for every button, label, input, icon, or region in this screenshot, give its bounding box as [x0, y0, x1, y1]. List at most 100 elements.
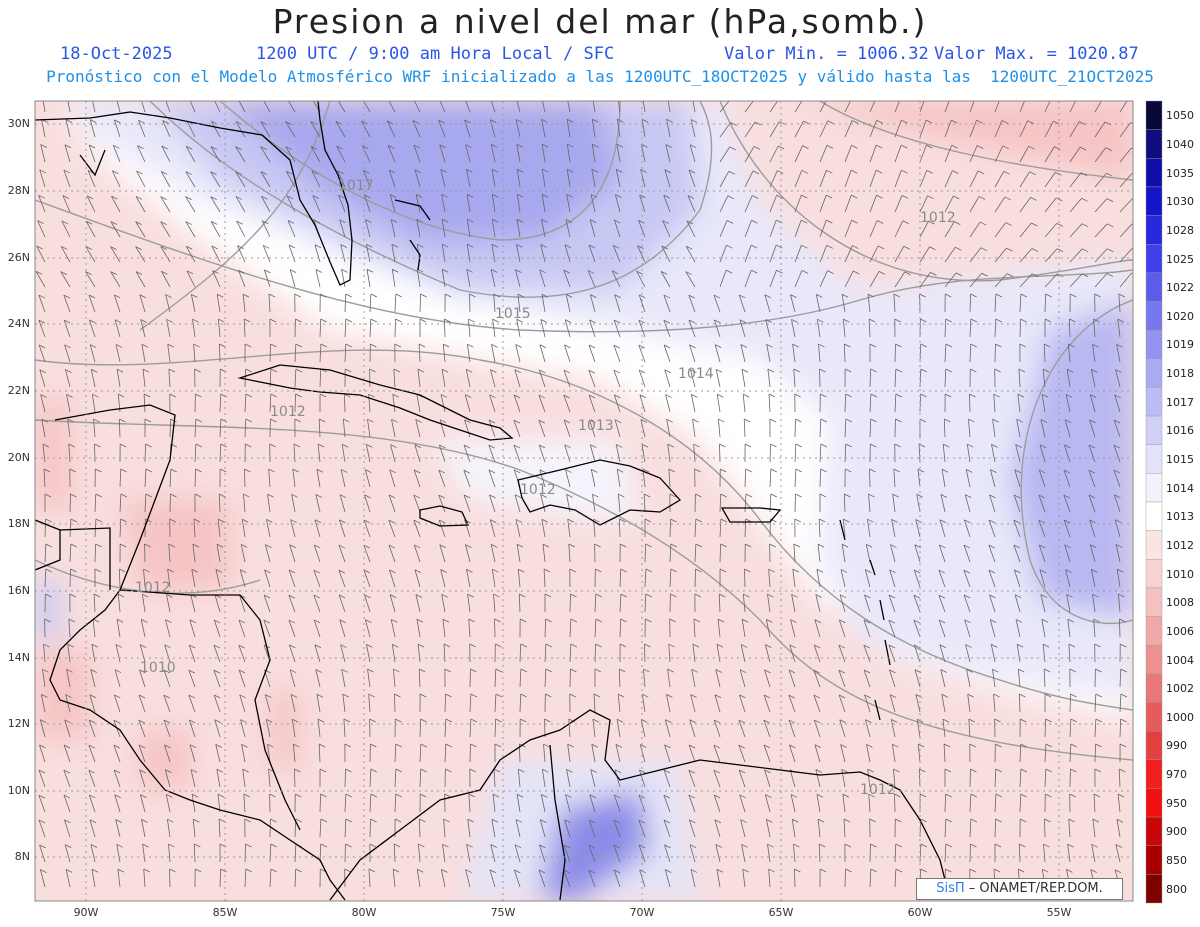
colorbar-label: 1016: [1166, 424, 1194, 438]
colorbar-label: 1050: [1166, 109, 1194, 123]
colorbar-swatch: [1145, 158, 1163, 188]
contour-label: 1015: [495, 306, 531, 322]
colorbar-swatch: [1145, 501, 1163, 531]
colorbar-label: 1018: [1166, 367, 1194, 381]
colorbar-label: 1040: [1166, 137, 1194, 151]
colorbar-swatch: [1145, 616, 1163, 646]
contour-label: 1012: [920, 210, 956, 226]
map-title: Presion a nivel del mar (hPa,somb.): [272, 2, 928, 41]
colorbar-label: 1010: [1166, 567, 1194, 581]
lon-label: 70W: [629, 906, 655, 919]
colorbar-label: 1012: [1166, 538, 1194, 552]
colorbar-swatch: [1145, 186, 1163, 216]
colorbar-label: 970: [1166, 768, 1187, 782]
coastlines: [35, 101, 951, 901]
colorbar-swatch: [1145, 730, 1163, 760]
colorbar-label: 1015: [1166, 453, 1194, 467]
forecast-description: Pronóstico con el Modelo Atmosférico WRF…: [46, 67, 1154, 86]
contour-label: 1014: [678, 366, 714, 382]
colorbar-label: 1004: [1166, 653, 1194, 667]
colorbar-swatch: [1145, 702, 1163, 732]
lon-label: 85W: [212, 906, 238, 919]
colorbar-swatch: [1145, 530, 1163, 560]
time-label: 1200 UTC / 9:00 am Hora Local / SFC: [256, 44, 615, 64]
colorbar-label: 1002: [1166, 682, 1194, 696]
contour-label: 1012: [520, 482, 556, 498]
colorbar-swatch: [1145, 129, 1163, 159]
lon-label: 75W: [490, 906, 516, 919]
colorbar-swatch: [1145, 100, 1163, 130]
colorbar-swatch: [1145, 329, 1163, 359]
colorbar-label: 1000: [1166, 710, 1194, 724]
sispi-logo: SisΠ: [936, 881, 965, 896]
lat-label: 22N: [7, 384, 30, 397]
colorbar-swatch: [1145, 473, 1163, 503]
colorbar-swatch: [1145, 358, 1163, 388]
wind-barbs: [35, 101, 1133, 888]
colorbar-label: 990: [1166, 739, 1187, 753]
date-label: 18-Oct-2025: [60, 44, 173, 64]
map-area: [35, 101, 1133, 901]
contour-label: 1017: [338, 178, 374, 194]
colorbar-label: 950: [1166, 796, 1187, 810]
graticule: [35, 101, 1133, 901]
contour-label: 1012: [270, 404, 306, 420]
lon-label: 65W: [768, 906, 794, 919]
colorbar-swatch: [1145, 444, 1163, 474]
lat-label: 8N: [14, 850, 30, 863]
colorbar: [1145, 100, 1163, 904]
credit-box: SisΠ – ONAMET/REP.DOM.: [916, 878, 1123, 900]
lon-label: 60W: [907, 906, 933, 919]
lat-label: 10N: [7, 784, 30, 797]
colorbar-swatch: [1145, 874, 1163, 904]
colorbar-swatch: [1145, 559, 1163, 589]
colorbar-label: 1030: [1166, 195, 1194, 209]
colorbar-swatch: [1145, 272, 1163, 302]
colorbar-label: 900: [1166, 825, 1187, 839]
lon-label: 55W: [1046, 906, 1072, 919]
colorbar-swatch: [1145, 301, 1163, 331]
lat-label: 14N: [7, 651, 30, 664]
map-frame: [34, 100, 1134, 902]
colorbar-swatch: [1145, 788, 1163, 818]
lat-label: 30N: [7, 117, 30, 130]
max-value-label: Valor Max. = 1020.87: [934, 44, 1139, 64]
lat-label: 26N: [7, 251, 30, 264]
colorbar-label: 1019: [1166, 338, 1194, 352]
colorbar-swatch: [1145, 587, 1163, 617]
colorbar-label: 1006: [1166, 624, 1194, 638]
colorbar-label: 1035: [1166, 166, 1194, 180]
colorbar-swatch: [1145, 244, 1163, 274]
colorbar-swatch: [1145, 645, 1163, 675]
lat-label: 24N: [7, 317, 30, 330]
lon-label: 90W: [73, 906, 99, 919]
colorbar-swatch: [1145, 215, 1163, 245]
colorbar-label: 1017: [1166, 395, 1194, 409]
colorbar-swatch: [1145, 816, 1163, 846]
contour-label: 1012: [135, 580, 171, 596]
contour-label: 1010: [140, 660, 176, 676]
colorbar-label: 1028: [1166, 223, 1194, 237]
colorbar-swatch: [1145, 673, 1163, 703]
colorbar-label: 1008: [1166, 596, 1194, 610]
colorbar-label: 1013: [1166, 510, 1194, 524]
colorbar-swatch: [1145, 845, 1163, 875]
contour-label: 1013: [578, 418, 614, 434]
colorbar-swatch: [1145, 387, 1163, 417]
lat-label: 20N: [7, 451, 30, 464]
lon-label: 80W: [351, 906, 377, 919]
colorbar-label: 1020: [1166, 309, 1194, 323]
colorbar-label: 850: [1166, 854, 1187, 868]
colorbar-swatch: [1145, 415, 1163, 445]
colorbar-label: 1022: [1166, 281, 1194, 295]
lat-label: 12N: [7, 717, 30, 730]
colorbar-label: 1014: [1166, 481, 1194, 495]
colorbar-label: 1025: [1166, 252, 1194, 266]
colorbar-label: 800: [1166, 882, 1187, 896]
contour-label: 1012: [860, 782, 896, 798]
lat-label: 16N: [7, 584, 30, 597]
colorbar-swatch: [1145, 759, 1163, 789]
min-value-label: Valor Min. = 1006.32: [724, 44, 929, 64]
lat-label: 28N: [7, 184, 30, 197]
